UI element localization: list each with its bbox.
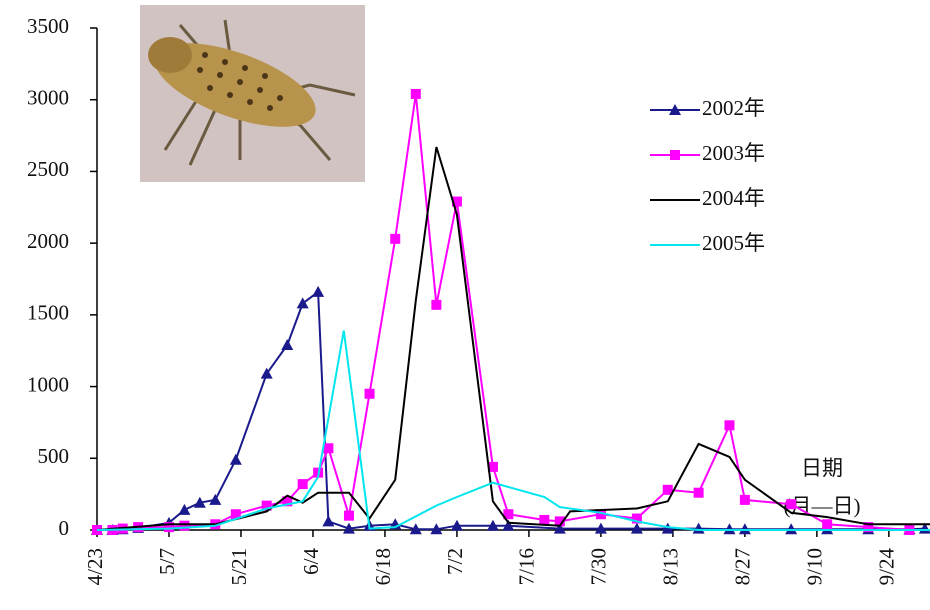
marker (323, 443, 334, 454)
x-tick-label: 5/7 (155, 548, 179, 575)
y-tick-label: 500 (38, 444, 70, 468)
x-tick-label: 4/23 (83, 548, 107, 585)
marker (230, 509, 241, 520)
x-tick-label: 8/27 (731, 548, 755, 585)
inset-photo (140, 5, 365, 182)
legend-label: 2002年 (702, 96, 765, 120)
marker (822, 519, 833, 530)
x-tick-label: 9/10 (803, 548, 827, 585)
series-line (96, 330, 930, 531)
x-axis-label: 日期 (801, 456, 843, 480)
marker (229, 453, 242, 465)
marker (503, 509, 514, 520)
marker (486, 519, 499, 531)
marker (431, 299, 442, 310)
marker (631, 513, 642, 524)
y-tick-label: 1500 (27, 301, 69, 325)
marker (410, 88, 421, 99)
x-tick-label: 7/30 (587, 548, 611, 585)
x-tick-label: 5/21 (227, 548, 251, 585)
marker (723, 523, 736, 535)
marker (863, 522, 874, 533)
marker (724, 420, 735, 431)
legend-label: 2005年 (702, 231, 765, 255)
marker (390, 233, 401, 244)
marker (738, 523, 751, 535)
marker (594, 522, 607, 534)
marker (630, 522, 643, 534)
marker (693, 487, 704, 498)
marker (261, 500, 272, 511)
marker (595, 509, 606, 520)
x-tick-label: 8/13 (659, 548, 683, 585)
marker (179, 520, 190, 531)
y-tick-label: 3000 (27, 86, 69, 110)
x-tick-label: 6/18 (371, 548, 395, 585)
marker (430, 523, 443, 535)
x-tick-label: 7/2 (443, 548, 467, 575)
y-tick-label: 2000 (27, 229, 69, 253)
marker (163, 522, 174, 533)
marker (450, 519, 463, 531)
marker (786, 499, 797, 510)
marker (209, 493, 222, 505)
x-tick-label: 9/24 (875, 548, 899, 586)
marker (670, 150, 680, 160)
marker (178, 503, 191, 515)
marker (281, 338, 294, 350)
legend-label: 2003年 (702, 141, 765, 165)
x-tick-label: 6/4 (299, 548, 323, 575)
marker (553, 522, 566, 534)
marker (554, 516, 565, 527)
marker (342, 522, 355, 534)
marker (282, 496, 293, 507)
marker (785, 523, 798, 535)
y-tick-label: 0 (59, 516, 70, 540)
y-tick-label: 3500 (27, 14, 69, 38)
marker (312, 285, 325, 297)
marker (487, 461, 498, 472)
marker (502, 519, 515, 531)
marker (662, 484, 673, 495)
marker (451, 196, 462, 207)
marker (343, 510, 354, 521)
marker (260, 367, 273, 379)
marker (409, 523, 422, 535)
y-tick-label: 1000 (27, 372, 69, 396)
marker (297, 479, 308, 490)
marker (193, 496, 206, 508)
marker (364, 388, 375, 399)
marker (296, 297, 309, 309)
marker (669, 104, 681, 115)
marker (322, 515, 335, 527)
series-line (96, 146, 930, 531)
legend-label: 2004年 (702, 186, 765, 210)
y-tick-label: 2500 (27, 157, 69, 181)
marker (739, 494, 750, 505)
x-tick-label: 7/16 (515, 548, 539, 585)
marker (539, 514, 550, 525)
